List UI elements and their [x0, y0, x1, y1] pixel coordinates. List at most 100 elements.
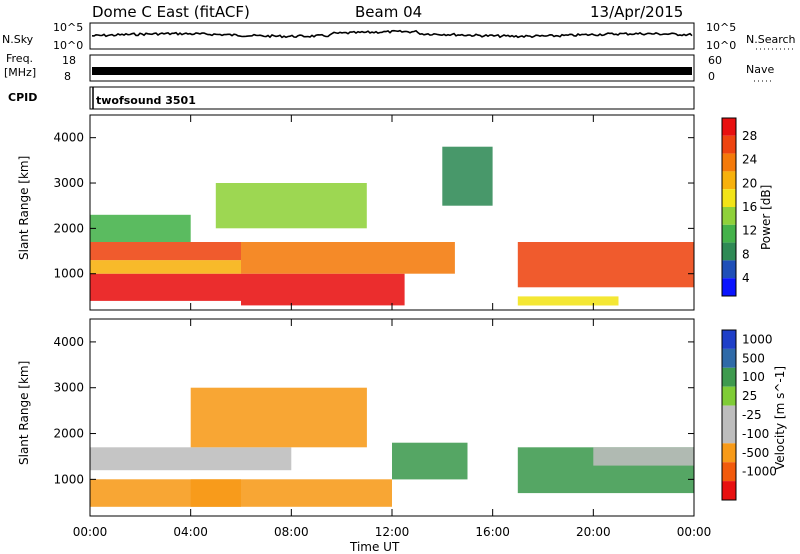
colorbar-segment-4 — [722, 189, 736, 207]
freq-right-tick-bottom: 0 — [708, 70, 715, 83]
colorbar-tick-5: 8 — [742, 248, 750, 262]
velocity-heatmap-cells — [90, 387, 694, 507]
colorbar-tick-4: -25 — [742, 408, 762, 422]
colorbar-segment-9 — [722, 278, 736, 296]
freq-label-bottom: [MHz] — [4, 66, 36, 79]
power-heatmap-cells — [90, 146, 694, 306]
x-tick-label-3: 12:00 — [375, 525, 410, 539]
colorbar-tick-2: 20 — [742, 176, 757, 190]
noise-right-tick-bottom: 10^0 — [706, 39, 736, 52]
colorbar-tick-2: 100 — [742, 370, 765, 384]
velocity-colorbar-label: Velocity [m s^-1] — [773, 366, 787, 470]
cpid-value: twofsound 3501 — [96, 94, 196, 107]
colorbar-segment-2 — [722, 153, 736, 172]
nave-label: Nave — [746, 63, 774, 76]
freq-trace — [92, 67, 692, 75]
colorbar-segment-3 — [722, 171, 736, 190]
colorbar-segment-0 — [722, 330, 736, 349]
colorbar-segment-3 — [722, 386, 736, 406]
x-tick-label-6: 00:00 — [677, 525, 712, 539]
freq-panel: Freq. [MHz] 18 8 60 0 Nave — [4, 52, 774, 83]
power-x-ticks — [89, 115, 695, 310]
heatmap-region-8 — [517, 242, 694, 288]
heatmap-region-7 — [442, 146, 493, 206]
colorbar-tick-5: -100 — [742, 427, 769, 441]
colorbar-tick-1: 24 — [742, 153, 757, 167]
power-panel: 1000 2000 3000 4000 Slant Range [km] 28 24 20… — [17, 114, 773, 311]
power-colorbar: 28 24 20 16 12 8 4 — [721, 117, 757, 297]
y-tick-label-1: 2000 — [53, 221, 84, 235]
colorbar-tick-7: -1000 — [742, 465, 777, 479]
colorbar-frame — [721, 117, 737, 297]
colorbar-segment-2 — [722, 367, 736, 387]
colorbar-segment-5 — [722, 424, 736, 444]
x-tick-label-0: 00:00 — [73, 525, 108, 539]
y-tick-label-2: 3000 — [53, 176, 84, 190]
noise-left-tick-top: 10^5 — [53, 21, 83, 34]
heatmap-region-6 — [215, 183, 367, 229]
y-tick-label-0: 1000 — [53, 472, 84, 486]
colorbar-segment-1 — [722, 135, 736, 154]
velocity-panel: 1000 2000 3000 4000 00:00 04:00 08:00 12:00 16:… — [17, 318, 787, 554]
colorbar-tick-6: -500 — [742, 446, 769, 460]
figure-title: Dome C East (fitACF) — [92, 3, 250, 21]
colorbar-tick-6: 4 — [742, 271, 750, 285]
heatmap-region-2 — [90, 242, 241, 261]
noise-right-label: N.Search — [746, 33, 796, 46]
colorbar-tick-3: 16 — [742, 200, 757, 214]
heatmap-region-3 — [190, 387, 367, 448]
heatmap-region-4 — [241, 273, 405, 306]
x-tick-label-2: 08:00 — [274, 525, 309, 539]
cpid-panel-frame — [89, 86, 695, 110]
y-tick-label-3: 4000 — [53, 131, 84, 145]
freq-left-tick-top: 18 — [62, 54, 76, 67]
heatmap-region-4 — [392, 442, 468, 480]
colorbar-tick-3: 25 — [742, 389, 757, 403]
colorbar-segment-0 — [722, 118, 736, 136]
power-colorbar-label: Power [dB] — [759, 185, 773, 250]
colorbar-segment-8 — [722, 260, 736, 279]
noise-left-tick-bottom: 10^0 — [53, 39, 83, 52]
heatmap-region-3 — [90, 214, 191, 242]
velocity-x-ticks: 00:00 04:00 08:00 12:00 16:00 20:00 00:00 — [73, 319, 712, 539]
velocity-y-ticks: 1000 2000 3000 4000 — [53, 335, 694, 486]
freq-label-top: Freq. — [6, 52, 33, 65]
colorbar-segment-4 — [722, 405, 736, 425]
y-tick-label-2: 3000 — [53, 381, 84, 395]
y-tick-label-0: 1000 — [53, 267, 84, 281]
cpid-label: CPID — [8, 91, 37, 104]
velocity-y-axis-label: Slant Range [km] — [17, 361, 31, 465]
noise-panel: N.Sky 10^5 10^0 10^5 10^0 N.Search — [2, 21, 796, 52]
colorbar-segment-6 — [722, 443, 736, 463]
colorbar-segment-8 — [722, 481, 736, 500]
colorbar-segment-5 — [722, 207, 736, 225]
noise-panel-frame — [89, 22, 695, 50]
power-y-ticks: 1000 2000 3000 4000 — [53, 131, 694, 281]
colorbar-tick-1: 500 — [742, 351, 765, 365]
colorbar-tick-0: 1000 — [742, 332, 773, 346]
colorbar-segment-1 — [722, 348, 736, 368]
heatmap-region-9 — [517, 296, 619, 306]
colorbar-segment-7 — [722, 462, 736, 482]
freq-left-tick-bottom: 8 — [64, 70, 71, 83]
colorbar-segment-7 — [722, 242, 736, 261]
x-tick-label-5: 20:00 — [576, 525, 611, 539]
cpid-panel: CPID twofsound 3501 — [8, 86, 695, 110]
x-tick-label-1: 04:00 — [173, 525, 208, 539]
y-tick-label-1: 2000 — [53, 427, 84, 441]
heatmap-region-5 — [241, 242, 455, 274]
freq-panel-frame — [89, 54, 695, 82]
power-y-axis-label: Slant Range [km] — [17, 156, 31, 260]
freq-right-tick-top: 60 — [708, 54, 722, 67]
heatmap-region-2 — [190, 479, 392, 507]
heatmap-region-0 — [90, 273, 241, 301]
noise-left-label: N.Sky — [2, 33, 34, 46]
x-tick-label-4: 16:00 — [475, 525, 510, 539]
x-axis-label: Time UT — [349, 540, 400, 554]
date-label: 13/Apr/2015 — [590, 3, 683, 21]
heatmap-region-6 — [593, 447, 694, 466]
noise-sky-trace — [91, 29, 693, 39]
colorbar-frame — [721, 329, 737, 501]
heatmap-region-1 — [90, 260, 241, 274]
